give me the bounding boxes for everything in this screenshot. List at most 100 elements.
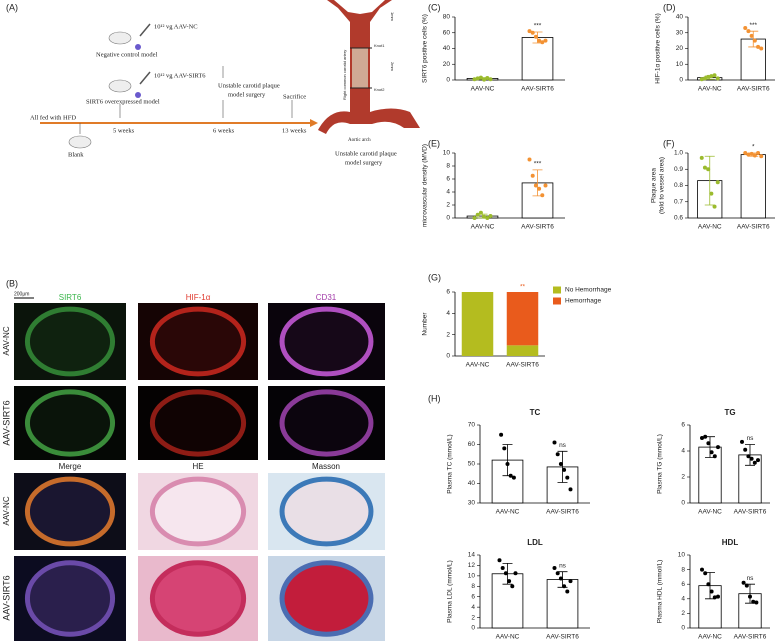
data-point (700, 567, 704, 572)
syringe (139, 71, 151, 85)
x-tick-label: AAV-NC (496, 634, 520, 641)
y-tick-label: 4 (681, 596, 685, 603)
caption: model surgery (345, 159, 383, 166)
error-bar (557, 450, 568, 483)
panel-label: (A) (6, 2, 18, 12)
y-tick-label: 2 (446, 202, 450, 209)
data-point (503, 571, 508, 576)
x-tick-label: AAV-NC (466, 362, 490, 369)
significance: *** (534, 161, 542, 168)
row-label: AAV-NC (2, 326, 11, 355)
data-point (499, 432, 504, 437)
y-tick-label: 60 (443, 29, 451, 36)
bar-segment (461, 292, 494, 356)
data-point (530, 30, 535, 35)
data-point (530, 173, 535, 178)
significance: ** (520, 284, 526, 291)
bar (740, 154, 766, 219)
legend-swatch (553, 286, 561, 294)
row-label: AAV-SIRT6 (1, 400, 11, 445)
data-point (497, 558, 502, 563)
data-point (702, 76, 707, 81)
column-label: HE (192, 462, 203, 471)
time-text: 5 weeks (113, 127, 135, 134)
data-point (533, 183, 538, 188)
y-tick-label: 80 (443, 14, 451, 21)
y-axis-label: Plasma HDL (mmol/L) (657, 560, 664, 624)
panel-label: (B) (6, 278, 18, 288)
surgery-text: Unstable carotid plaque (218, 82, 280, 89)
data-point (749, 33, 754, 38)
x-tick-label: AAV-SIRT6 (546, 509, 579, 516)
bar-segment (506, 292, 539, 346)
x-tick-label: AAV-NC (471, 224, 495, 231)
data-point (568, 487, 573, 492)
data-point (543, 38, 548, 43)
data-point (511, 475, 516, 480)
x-tick-label: AAV-SIRT6 (737, 224, 770, 231)
data-point (754, 600, 759, 605)
data-point (505, 462, 510, 466)
data-point (709, 450, 714, 455)
x-tick-label: AAV-NC (698, 86, 722, 93)
mouse-icon (108, 31, 132, 45)
y-axis-label: (fold to vessel area) (659, 157, 666, 214)
y-tick-label: 4 (471, 604, 475, 611)
y-tick-label: 30 (676, 29, 684, 36)
bar (491, 573, 524, 629)
data-point (709, 191, 714, 196)
data-point (716, 445, 720, 450)
error-bar (745, 444, 755, 466)
data-point (743, 151, 748, 155)
y-axis-label: Plasma TG (mmol/L) (657, 434, 664, 494)
data-point (513, 571, 518, 576)
x-tick-label: AAV-SIRT6 (521, 86, 554, 93)
data-point (540, 40, 545, 45)
data-point (740, 439, 744, 444)
x-tick-label: AAV-SIRT6 (734, 634, 767, 641)
panel-label: (F) (663, 138, 675, 148)
vessel-wall (24, 306, 116, 377)
data-point (712, 204, 717, 209)
y-tick-label: 2 (471, 614, 475, 621)
data-point (562, 584, 567, 589)
row-label: AAV-SIRT6 (1, 575, 11, 620)
mouse-icon (108, 79, 132, 93)
data-point (702, 165, 707, 170)
data-point (716, 594, 720, 599)
knot-label: Knot2 (374, 87, 385, 92)
plaque (352, 48, 368, 88)
vessel-wall (279, 306, 374, 377)
significance: *** (749, 22, 757, 29)
y-tick-label: 8 (681, 566, 685, 573)
y-tick-label: 6 (681, 581, 685, 588)
chart-title: TC (530, 408, 541, 417)
data-point (565, 589, 570, 594)
mouse-icon (68, 135, 92, 149)
y-tick-label: 70 (468, 422, 476, 429)
time-text: 6 weeks (213, 127, 235, 134)
data-point (552, 566, 557, 571)
y-tick-label: 40 (468, 480, 476, 487)
data-point (552, 440, 557, 445)
vessel-wall (149, 560, 247, 637)
x-tick-label: AAV-SIRT6 (737, 86, 770, 93)
data-point (703, 571, 708, 576)
column-label: SIRT6 (59, 293, 82, 302)
data-point (699, 155, 704, 160)
panel-label: (C) (428, 2, 441, 12)
panel-label: (E) (428, 138, 440, 148)
significance: ns (747, 435, 755, 442)
y-tick-label: 6 (446, 289, 450, 296)
virus-icon (135, 92, 141, 98)
arch-label: Aortic arch (348, 138, 371, 143)
x-tick-label: AAV-NC (698, 634, 722, 641)
vessel-wall (24, 560, 116, 637)
chart-title: TG (724, 408, 735, 417)
y-tick-label: 4 (446, 310, 450, 317)
data-point (746, 152, 751, 157)
column-label: Merge (59, 462, 82, 471)
y-tick-label: 6 (681, 422, 685, 429)
significance: *** (534, 23, 542, 30)
virus-icon (135, 44, 141, 50)
